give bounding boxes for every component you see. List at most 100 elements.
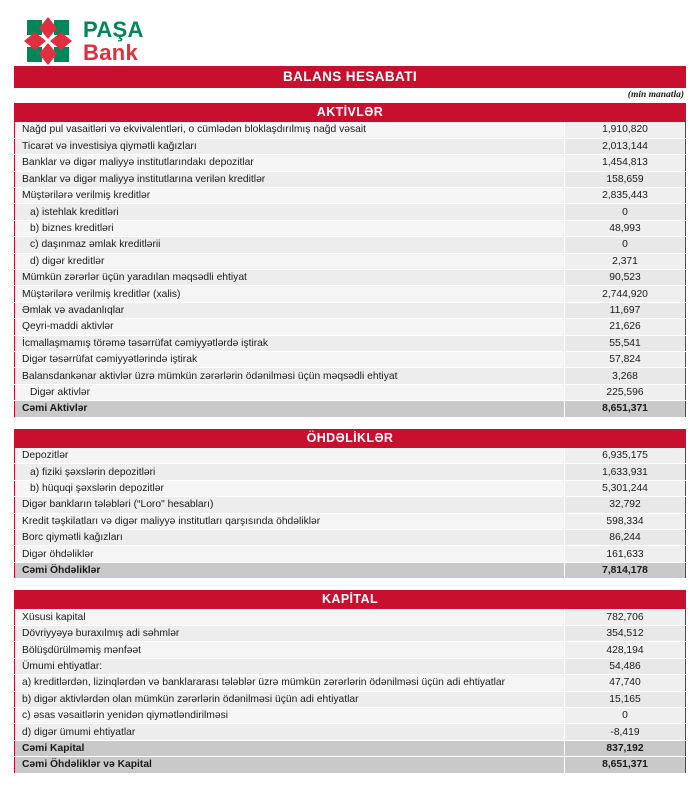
row-value: 3,268 [564, 367, 686, 385]
table-row: Bölüşdürülməmiş mənfəət 428,194 [14, 641, 686, 659]
table-row: b) hüquqi şəxslərin depozitlər 5,301,244 [14, 480, 686, 498]
row-value: 2,013,144 [564, 138, 686, 156]
row-label: Müştərilərə verilmiş kreditlər (xalis) [14, 285, 565, 303]
table-row-total: Cəmi Öhdəliklər və Kapital 8,651,371 [14, 756, 686, 774]
row-value: 2,835,443 [564, 187, 686, 205]
table-row: d) digər ümumi ehtiyatlar -8,419 [14, 723, 686, 741]
row-value: 2,744,920 [564, 285, 686, 303]
row-value: 7,814,178 [564, 562, 686, 580]
row-label: Cəmi Öhdəliklər və Kapital [14, 756, 565, 774]
table-row: Depozitlər 6,935,175 [14, 447, 686, 465]
row-label: Cəmi Öhdəliklər [14, 562, 565, 580]
table-row: İcmallaşmamış törəmə təsərrüfat cəmiyyət… [14, 335, 686, 352]
row-label: b) biznes kreditləri [14, 220, 565, 238]
row-label: Ümumi ehtiyatlar: [14, 658, 565, 676]
table-row: Müştərilərə verilmiş kreditlər 2,835,443 [14, 187, 686, 205]
table-row: b) digər aktivlərdən olan mümkün zərərlə… [14, 691, 686, 709]
financial-table: Xüsusi kapital 782,706 Dövriyyəyə buraxılm… [14, 609, 686, 774]
section-spacer [0, 418, 700, 429]
row-label: Mümkün zərərlər üçün yaradılan məqsədli … [14, 269, 565, 287]
table-row: a) istehlak kreditləri 0 [14, 203, 686, 221]
row-label: Cəmi Aktivlər [14, 400, 565, 418]
row-value: 8,651,371 [564, 756, 686, 774]
section-header: ÖHDƏLİKLƏR [14, 428, 686, 448]
row-label: b) digər aktivlərdən olan mümkün zərərlə… [14, 691, 565, 709]
row-value: 782,706 [564, 609, 686, 627]
table-row: Müştərilərə verilmiş kreditlər (xalis) 2,… [14, 285, 686, 303]
brand-wordmark: PAŞA Bank [83, 16, 144, 65]
table-row: Digər aktivlər 225,596 [14, 384, 686, 402]
row-label: Digər bankların tələbləri (“Loro" hesabl… [14, 496, 565, 514]
section-header: KAPİTAL [14, 590, 686, 610]
table-row: Ümumi ehtiyatlar: 54,486 [14, 658, 686, 676]
table-row: Digər bankların tələbləri (“Loro" hesabl… [14, 496, 686, 514]
table-row: Kredit təşkilatları və digər maliyyə ins… [14, 513, 686, 530]
row-label: Qeyri-maddi aktivlər [14, 318, 565, 336]
row-label: Balansdankənar aktivlər üzrə mümkün zərə… [14, 367, 565, 385]
table-row: Əmlak və avadanlıqlar 11,697 [14, 302, 686, 320]
table-row: a) kreditlərdən, lizinqlərdən və banklar… [14, 674, 686, 692]
row-value: 5,301,244 [564, 480, 686, 498]
row-label: Digər təsərrüfat cəmiyyətlərində iştirak [14, 351, 565, 369]
financial-table: Depozitlər 6,935,175 a) fiziki şəxslərin d… [14, 447, 686, 580]
row-label: b) hüquqi şəxslərin depozitlər [14, 480, 565, 498]
row-value: 354,512 [564, 625, 686, 643]
row-label: c) əsas vəsaitlərin yenidən qiymətləndir… [14, 707, 565, 725]
row-label: Borc qiymətli kağızları [14, 529, 565, 547]
row-value: 598,334 [564, 513, 686, 530]
row-label: Xüsusi kapital [14, 609, 565, 627]
row-value: 0 [564, 236, 686, 254]
row-label: a) fiziki şəxslərin depozitləri [14, 463, 565, 481]
row-value: 837,192 [564, 740, 686, 758]
brand-name-pasa: PAŞA [83, 16, 144, 42]
row-value: 1,454,813 [564, 154, 686, 172]
table-row: Ticarət və investisiya qiymətli kağızlar… [14, 138, 686, 156]
brand-name-bank: Bank [83, 39, 138, 65]
row-value: 225,596 [564, 384, 686, 402]
row-value: 32,792 [564, 496, 686, 514]
row-label: Banklar və digər maliyyə institutlarına … [14, 171, 565, 189]
row-value: 0 [564, 203, 686, 221]
page-title: BALANS HESABATI [14, 66, 686, 88]
row-label: Kredit təşkilatları və digər maliyyə ins… [14, 513, 565, 530]
row-value: 11,697 [564, 302, 686, 320]
table-row-total: Cəmi Aktivlər 8,651,371 [14, 400, 686, 418]
table-row: Balansdankənar aktivlər üzrə mümkün zərə… [14, 367, 686, 385]
row-label: Banklar və digər maliyyə institutlarında… [14, 154, 565, 172]
row-label: d) digər kreditlər [14, 253, 565, 271]
row-value: 54,486 [564, 658, 686, 676]
table-row: Qeyri-maddi aktivlər 21,626 [14, 318, 686, 336]
table-row: Dövriyyəyə buraxılmış adi səhmlər 354,512 [14, 625, 686, 643]
row-value: 47,740 [564, 674, 686, 692]
row-value: 8,651,371 [564, 400, 686, 418]
row-value: 21,626 [564, 318, 686, 336]
units-note: (min manatla) [627, 90, 684, 100]
section-spacer [0, 579, 700, 590]
row-label: Digər öhdəliklər [14, 545, 565, 563]
row-label: Dövriyyəyə buraxılmış adi səhmlər [14, 625, 565, 643]
row-value: 15,165 [564, 691, 686, 709]
table-row: Digər təsərrüfat cəmiyyətlərində iştirak… [14, 351, 686, 369]
row-label: c) daşınmaz əmlak kreditlərii [14, 236, 565, 254]
table-row: Banklar və digər maliyyə institutlarına … [14, 171, 686, 189]
row-label: Bölüşdürülməmiş mənfəət [14, 641, 565, 659]
table-row: b) biznes kreditləri 48,993 [14, 220, 686, 238]
row-label: Nağd pul vasaitləri və ekvivalentləri, o… [14, 122, 565, 139]
sections-container: AKTİVLƏR Nağd pul vasaitləri və ekvivalen… [0, 103, 700, 774]
row-label: Müştərilərə verilmiş kreditlər [14, 187, 565, 205]
row-value: 1,910,820 [564, 122, 686, 139]
row-label: Depozitlər [14, 447, 565, 465]
row-value: 428,194 [564, 641, 686, 659]
row-label: Əmlak və avadanlıqlar [14, 302, 565, 320]
row-label: Digər aktivlər [14, 384, 565, 402]
row-value: 2,371 [564, 253, 686, 271]
row-label: a) istehlak kreditləri [14, 203, 565, 221]
row-value: 90,523 [564, 269, 686, 287]
row-value: 86,244 [564, 529, 686, 547]
table-row: Banklar və digər maliyyə institutlarında… [14, 154, 686, 172]
table-row: d) digər kreditlər 2,371 [14, 253, 686, 271]
row-value: 0 [564, 707, 686, 725]
pasa-bank-pinwheel-icon [24, 17, 72, 65]
table-row: a) fiziki şəxslərin depozitləri 1,633,931 [14, 463, 686, 481]
row-value: 57,824 [564, 351, 686, 369]
